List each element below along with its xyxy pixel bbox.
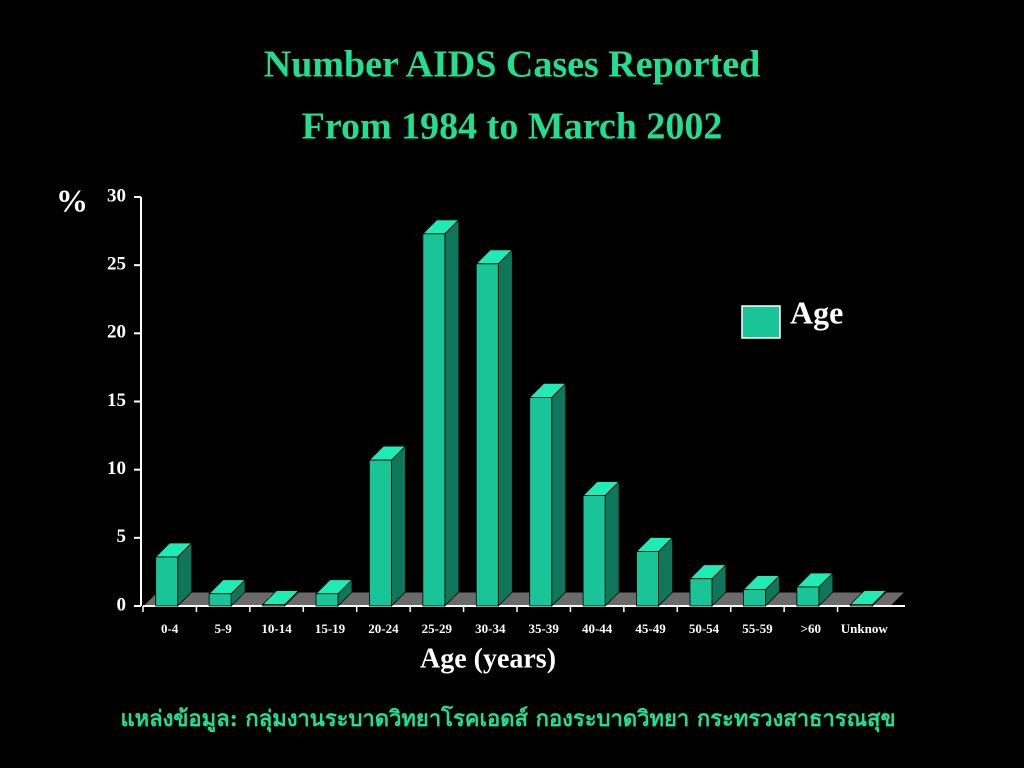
bar <box>529 397 553 607</box>
x-tick-label: 45-49 <box>635 621 666 636</box>
x-tick-label: 10-14 <box>261 621 292 636</box>
x-tick-label: 30-34 <box>475 621 506 636</box>
y-tick-label: 30 <box>107 185 126 206</box>
x-tick-label: 20-24 <box>368 621 399 636</box>
x-tick-label: Unknow <box>841 621 889 636</box>
bar <box>262 604 285 607</box>
chart-title: Number AIDS Cases Reported <box>264 44 760 86</box>
legend-label: Age <box>790 294 843 330</box>
bar <box>422 233 446 607</box>
bar-side <box>497 248 513 607</box>
bar <box>315 593 339 607</box>
bar-side <box>551 382 567 607</box>
bar <box>796 586 820 607</box>
y-tick-label: 25 <box>107 254 126 275</box>
chart-title: From 1984 to March 2002 <box>302 106 723 148</box>
y-tick-label: 20 <box>107 322 126 343</box>
x-tick-label: 5-9 <box>214 621 232 636</box>
bar-side <box>391 445 406 607</box>
bar-side <box>604 480 620 607</box>
y-axis-label: % <box>56 182 88 218</box>
x-tick-label: 0-4 <box>161 621 179 636</box>
source-note: แหล่งข้อมูล: กลุ่มงานระบาดวิทยาโรคเอดส์ … <box>120 705 895 733</box>
x-tick-label: 55-59 <box>742 621 773 636</box>
bar <box>689 578 713 607</box>
x-tick-label: >60 <box>801 621 821 636</box>
bar <box>582 495 606 607</box>
y-tick-label: 15 <box>107 390 126 411</box>
bar <box>155 556 179 607</box>
bar <box>369 459 392 607</box>
x-tick-label: 40-44 <box>582 621 613 636</box>
bar <box>475 263 499 607</box>
x-tick-label: 15-19 <box>315 621 346 636</box>
y-tick-label: 5 <box>117 526 127 547</box>
legend-swatch <box>741 305 781 339</box>
x-tick-label: 35-39 <box>529 621 560 636</box>
bar <box>849 604 873 607</box>
x-axis-label: Age (years) <box>420 643 556 674</box>
x-tick-label: 25-29 <box>422 621 453 636</box>
bar <box>636 551 659 607</box>
y-tick-label: 10 <box>107 458 126 479</box>
bar-side <box>444 218 460 607</box>
bar <box>743 589 766 607</box>
floor <box>141 591 907 607</box>
bar <box>208 593 232 607</box>
x-tick-label: 50-54 <box>689 621 720 636</box>
y-tick-label: 0 <box>117 594 127 615</box>
